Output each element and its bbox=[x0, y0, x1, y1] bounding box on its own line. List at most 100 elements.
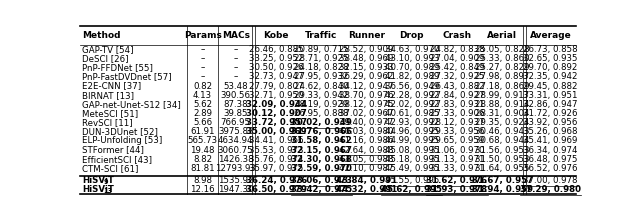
Text: 44.99, 0.995: 44.99, 0.995 bbox=[385, 136, 439, 145]
Text: 35.26, 0.968: 35.26, 0.968 bbox=[523, 127, 578, 136]
Text: 19.48: 19.48 bbox=[190, 146, 215, 155]
Text: –: – bbox=[200, 63, 205, 72]
Text: 1535.92: 1535.92 bbox=[218, 176, 253, 185]
Text: 390.56: 390.56 bbox=[221, 91, 251, 100]
Text: Runner: Runner bbox=[348, 31, 385, 40]
Text: 26.43, 0.882: 26.43, 0.882 bbox=[429, 82, 484, 90]
Text: 34.41, 0.966: 34.41, 0.966 bbox=[249, 136, 303, 145]
Text: 27.84, 0.927: 27.84, 0.927 bbox=[429, 91, 484, 100]
Text: MACs: MACs bbox=[221, 31, 250, 40]
Text: 12793.93: 12793.93 bbox=[215, 164, 256, 173]
Text: 3975.83: 3975.83 bbox=[218, 127, 253, 136]
Text: 31.62, 0.976: 31.62, 0.976 bbox=[426, 176, 488, 185]
Text: 27.95, 0.932: 27.95, 0.932 bbox=[294, 72, 349, 81]
Text: 25.33, 0.860: 25.33, 0.860 bbox=[475, 54, 529, 63]
Text: Average: Average bbox=[529, 31, 572, 40]
Text: GAP-net-Unet-S12 [34]: GAP-net-Unet-S12 [34] bbox=[82, 100, 180, 109]
Text: 36.50, 0.979: 36.50, 0.979 bbox=[246, 185, 307, 194]
Text: 5.62: 5.62 bbox=[193, 100, 212, 109]
Text: 24.82, 0.838: 24.82, 0.838 bbox=[429, 45, 484, 54]
Text: 40.03, 0.980: 40.03, 0.980 bbox=[339, 127, 394, 136]
Text: 32.59, 0.970: 32.59, 0.970 bbox=[291, 164, 352, 173]
Text: 28.99, 0.917: 28.99, 0.917 bbox=[475, 91, 529, 100]
Text: 33.42, 0.975: 33.42, 0.975 bbox=[291, 185, 352, 194]
Text: 40.70, 0.989: 40.70, 0.989 bbox=[385, 63, 439, 72]
Text: 36.56, 0.949: 36.56, 0.949 bbox=[385, 82, 439, 90]
Text: 43.05, 0.988: 43.05, 0.988 bbox=[339, 155, 394, 164]
Text: 45.55, 0.995: 45.55, 0.995 bbox=[385, 176, 439, 185]
Text: STFormer [44]: STFormer [44] bbox=[82, 146, 144, 155]
Text: 32.15, 0.967: 32.15, 0.967 bbox=[291, 146, 352, 155]
Text: 34.63, 0.970: 34.63, 0.970 bbox=[385, 45, 439, 54]
Text: 29.33, 0.942: 29.33, 0.942 bbox=[294, 91, 349, 100]
Text: 40.61, 0.985: 40.61, 0.985 bbox=[385, 109, 439, 118]
Text: 35.53, 0.973: 35.53, 0.973 bbox=[249, 146, 303, 155]
Text: 33.92, 0.956: 33.92, 0.956 bbox=[523, 118, 577, 127]
Text: 87.38: 87.38 bbox=[223, 100, 248, 109]
Text: Crash: Crash bbox=[442, 31, 472, 40]
Text: 27.83, 0.931: 27.83, 0.931 bbox=[429, 100, 484, 109]
Text: 2.89: 2.89 bbox=[193, 109, 212, 118]
Text: 8.82: 8.82 bbox=[193, 155, 212, 164]
Text: 32.30, 0.968: 32.30, 0.968 bbox=[291, 155, 352, 164]
Text: 29.33, 0.956: 29.33, 0.956 bbox=[430, 127, 484, 136]
Text: 33.72, 0.957: 33.72, 0.957 bbox=[246, 118, 307, 127]
Text: 37.02, 0.967: 37.02, 0.967 bbox=[339, 109, 394, 118]
Text: 41.16, 0.986: 41.16, 0.986 bbox=[339, 136, 394, 145]
Text: 31.58, 0.962: 31.58, 0.962 bbox=[291, 136, 352, 145]
Text: 35.76, 0.974: 35.76, 0.974 bbox=[249, 155, 303, 164]
Text: 31.13, 0.971: 31.13, 0.971 bbox=[429, 155, 484, 164]
Text: 31.72, 0.926: 31.72, 0.926 bbox=[523, 109, 578, 118]
Text: 36.24, 0.976: 36.24, 0.976 bbox=[246, 176, 307, 185]
Text: 53.48: 53.48 bbox=[223, 82, 248, 90]
Text: –: – bbox=[234, 54, 238, 63]
Text: 28.31, 0.904: 28.31, 0.904 bbox=[475, 109, 529, 118]
Text: 27.98, 0.897: 27.98, 0.897 bbox=[475, 72, 529, 81]
Text: 35.97, 0.975: 35.97, 0.975 bbox=[249, 164, 303, 173]
Text: Drop: Drop bbox=[399, 31, 424, 40]
Text: 42.10, 0.987: 42.10, 0.987 bbox=[339, 164, 394, 173]
Text: GAP-TV [54]: GAP-TV [54] bbox=[82, 45, 134, 54]
Text: EfficientSCI [43]: EfficientSCI [43] bbox=[82, 155, 152, 164]
Text: 31.64, 0.955: 31.64, 0.955 bbox=[475, 164, 529, 173]
Text: 29.45, 0.882: 29.45, 0.882 bbox=[523, 82, 578, 90]
Text: PnP-FFDNet [55]: PnP-FFDNet [55] bbox=[82, 63, 153, 72]
Text: 4.13: 4.13 bbox=[193, 91, 212, 100]
Text: 30.68, 0.944: 30.68, 0.944 bbox=[475, 136, 529, 145]
Text: 32.73, 0.947: 32.73, 0.947 bbox=[249, 72, 303, 81]
Text: 32.15, 0.933: 32.15, 0.933 bbox=[339, 63, 394, 72]
Text: 45.49, 0.995: 45.49, 0.995 bbox=[385, 164, 439, 173]
Text: 8.98: 8.98 bbox=[193, 176, 212, 185]
Text: 38.48, 0.969: 38.48, 0.969 bbox=[339, 54, 394, 63]
Text: 27.32, 0.925: 27.32, 0.925 bbox=[429, 72, 484, 81]
Text: DeSCI [26]: DeSCI [26] bbox=[82, 54, 129, 63]
Text: 36.34, 0.974: 36.34, 0.974 bbox=[523, 146, 578, 155]
Text: DUN-3DUnet [52]: DUN-3DUnet [52] bbox=[82, 127, 158, 136]
Text: 41.82, 0.989: 41.82, 0.989 bbox=[385, 72, 439, 81]
Text: 37.00, 0.978: 37.00, 0.978 bbox=[523, 176, 578, 185]
Text: Kobe: Kobe bbox=[264, 31, 289, 40]
Text: ELP-Unfolding [53]: ELP-Unfolding [53] bbox=[82, 136, 162, 145]
Text: 29.65, 0.959: 29.65, 0.959 bbox=[430, 136, 484, 145]
Text: 9: 9 bbox=[103, 179, 108, 185]
Text: 26.46, 0.885: 26.46, 0.885 bbox=[249, 45, 303, 54]
Text: 1947.30: 1947.30 bbox=[218, 185, 253, 194]
Text: 27.79, 0.807: 27.79, 0.807 bbox=[249, 82, 303, 90]
Text: 32.35, 0.942: 32.35, 0.942 bbox=[523, 72, 578, 81]
Text: 27.04, 0.909: 27.04, 0.909 bbox=[430, 54, 484, 63]
Text: 42.64, 0.988: 42.64, 0.988 bbox=[339, 146, 394, 155]
Text: 31.56, 0.953: 31.56, 0.953 bbox=[475, 146, 529, 155]
Text: 37.29, 0.980: 37.29, 0.980 bbox=[520, 185, 581, 194]
Text: 31.67, 0.957: 31.67, 0.957 bbox=[472, 176, 532, 185]
Text: 30.12, 0.907: 30.12, 0.907 bbox=[246, 109, 307, 118]
Text: BIRNAT [13]: BIRNAT [13] bbox=[82, 91, 134, 100]
Text: 35.00, 0.969: 35.00, 0.969 bbox=[246, 127, 307, 136]
Text: 28.71, 0.925: 28.71, 0.925 bbox=[294, 54, 349, 63]
Text: 28.19, 0.929: 28.19, 0.929 bbox=[294, 100, 349, 109]
Text: 5.66: 5.66 bbox=[193, 118, 212, 127]
Text: 32.09, 0.944: 32.09, 0.944 bbox=[246, 100, 307, 109]
Text: CTM-SCI [61]: CTM-SCI [61] bbox=[82, 164, 138, 173]
Text: 28.88, 0.914: 28.88, 0.914 bbox=[475, 100, 529, 109]
Text: 28.52, 0.909: 28.52, 0.909 bbox=[339, 45, 394, 54]
Text: Traffic: Traffic bbox=[305, 31, 337, 40]
